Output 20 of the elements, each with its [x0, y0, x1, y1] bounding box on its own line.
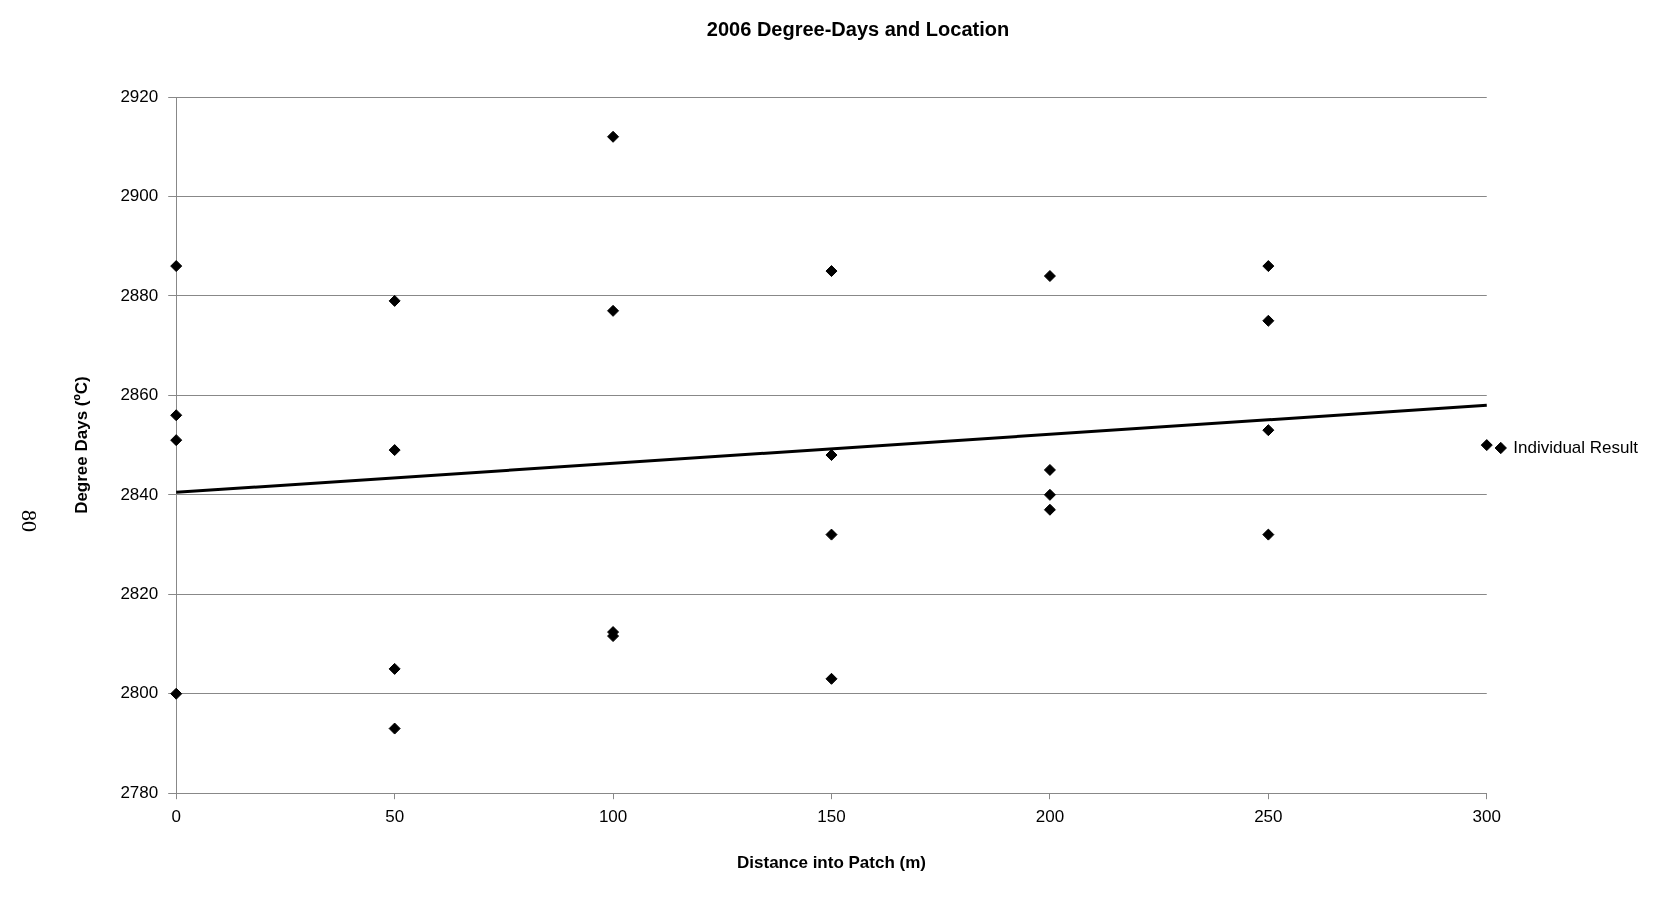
x-tick-label: 100 [598, 807, 628, 827]
y-tick-label: 2800 [120, 683, 159, 703]
x-tick-label: 150 [817, 807, 846, 827]
y-tick-label: 2920 [120, 86, 159, 106]
x-tick-label: 250 [1254, 807, 1283, 827]
legend-label: Individual Result [1513, 437, 1639, 457]
x-tick-label: 0 [171, 807, 181, 827]
y-tick-label: 2780 [120, 782, 159, 802]
y-tick-label: 2880 [120, 285, 159, 305]
y-tick-label: 2820 [120, 583, 159, 603]
x-axis-title: Distance into Patch (m) [737, 853, 926, 873]
y-axis-title: Degree Days (ºC) [71, 376, 91, 514]
y-tick-label: 2840 [120, 484, 159, 504]
y-tick-label: 2860 [120, 385, 159, 405]
x-tick-label: 200 [1035, 807, 1065, 827]
x-tick-label: 300 [1472, 807, 1501, 827]
text: 80 [16, 510, 42, 532]
chart-title: 2006 Degree-Days and Location [706, 17, 1010, 40]
x-tick-label: 50 [385, 807, 405, 827]
y-tick-label: 2900 [120, 186, 159, 206]
